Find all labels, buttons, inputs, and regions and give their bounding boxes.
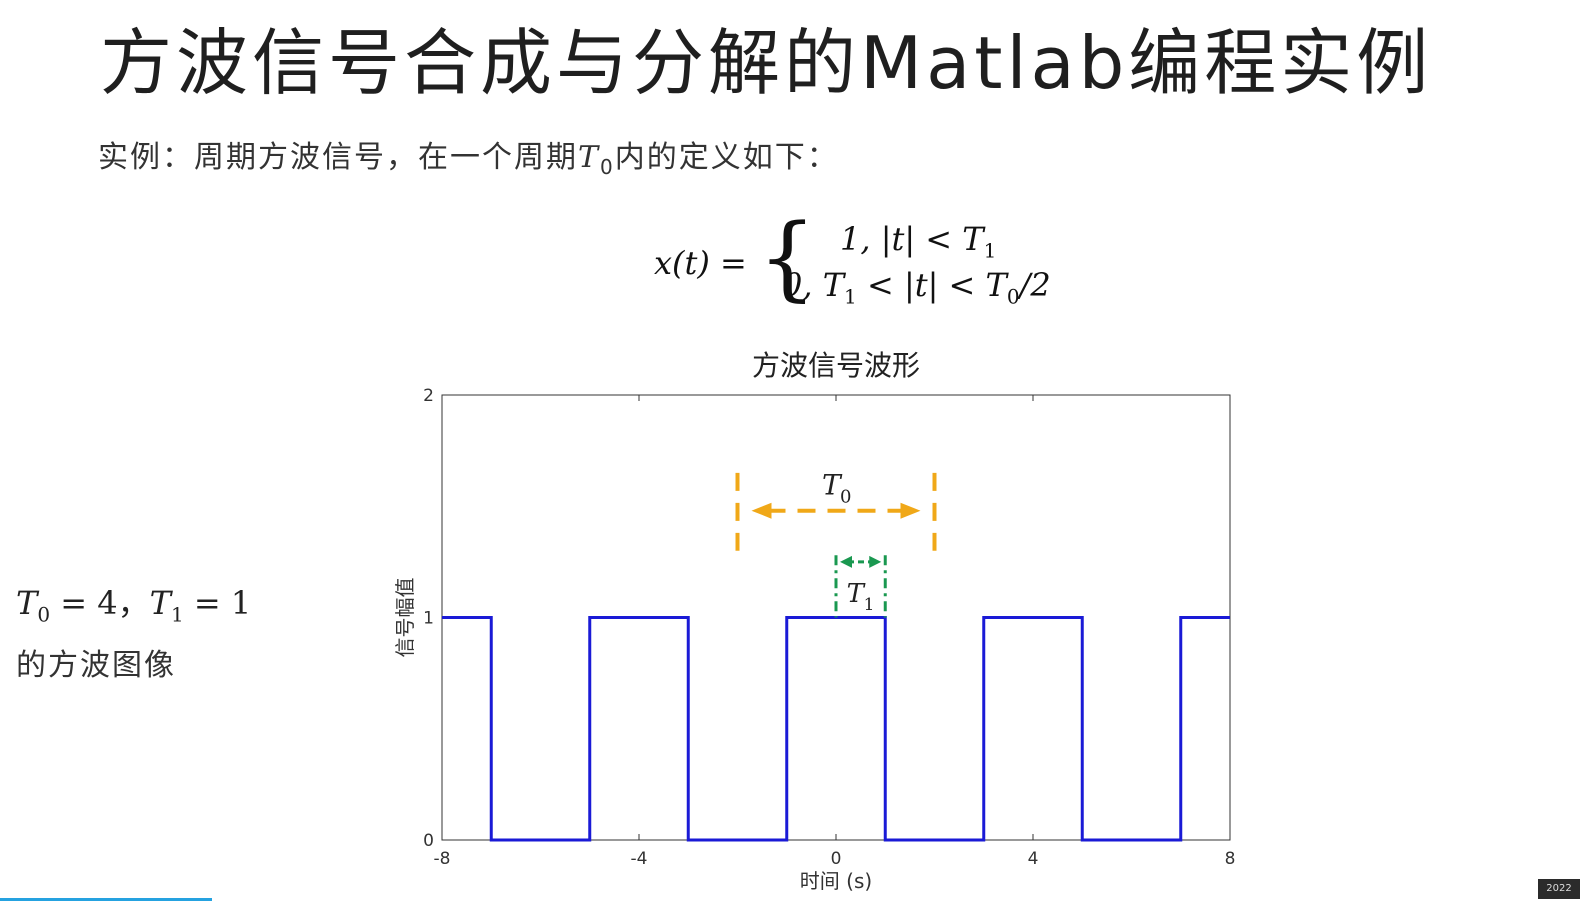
x-tick-label: 0 [831,849,842,869]
corner-badge: 2022 [1538,879,1580,899]
chart-title: 方波信号波形 [752,349,920,382]
y-tick-label: 2 [423,386,434,406]
T0-label-subscript: 0 [840,487,851,508]
x-tick-label: -4 [631,849,648,869]
y-axis-label: 信号幅值 [393,578,417,658]
intro-text: 实例：周期方波信号，在一个周期T0内的定义如下： [98,132,839,179]
slide-title: 方波信号合成与分解的Matlab编程实例 [100,21,1433,105]
param-t1-symbol: T [149,584,171,622]
T1-label: T [847,579,866,609]
intro-before: 实例：周期方波信号，在一个周期 [98,140,578,175]
series-line-0 [442,616,1230,842]
T0-left-arrowhead [751,502,772,519]
intro-period-symbol: T [578,140,601,175]
T1-right-arrowhead [869,555,882,568]
y-tick-label: 0 [423,831,434,851]
T0-right-arrowhead [900,502,921,519]
param-t0-subscript: 0 [37,602,51,627]
progress-bar [0,898,212,901]
intro-period-subscript: 0 [600,155,615,179]
x-axis-label: 时间 (s) [800,869,872,893]
T0-label: T [822,469,843,502]
param-t1-subscript: 1 [170,602,184,627]
x-tick-label: 8 [1225,849,1236,869]
x-tick-label: -8 [434,849,451,869]
T1-left-arrowhead [840,555,852,568]
x-tick-label: 4 [1028,849,1039,869]
formula-lhs: x(t) = [654,244,747,282]
T1-label-subscript: 1 [864,595,875,615]
y-tick-label: 1 [423,609,434,629]
formula-brace: { [758,204,817,311]
intro-after: 内的定义如下： [614,140,839,175]
param-t0-symbol: T [16,584,38,622]
parameter-note: T0 = 4，T1 = 1 [16,578,251,626]
param-t1-value: = 1 [183,584,252,622]
formula-case-1: 1, |t| < T1 [840,220,997,263]
formula-case-2: 0, T1 < |t| < T0/2 [782,266,1051,309]
param-t0-value: = 4， [50,584,150,622]
side-caption: 的方波图像 [16,648,176,683]
